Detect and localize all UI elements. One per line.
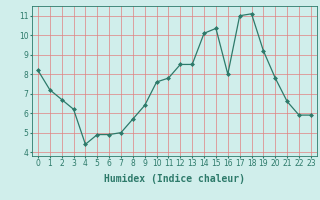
X-axis label: Humidex (Indice chaleur): Humidex (Indice chaleur) xyxy=(104,174,245,184)
